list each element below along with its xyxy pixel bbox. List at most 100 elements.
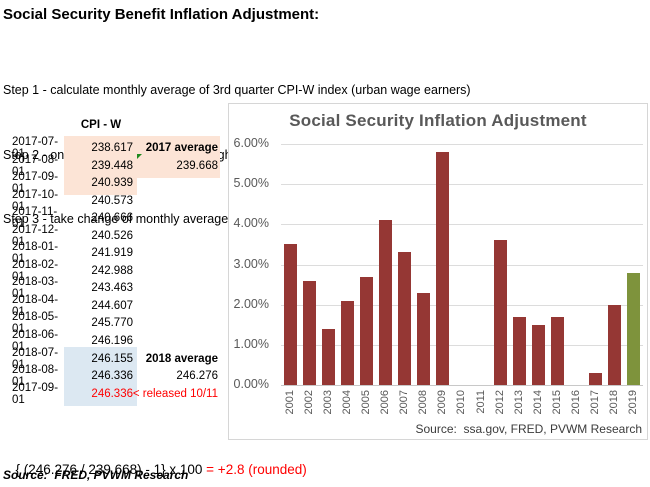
table-row: 2017-10-01 240.573	[8, 189, 220, 213]
x-axis-tick-label: 2012	[493, 390, 506, 415]
x-axis-tick-label: 2003	[322, 390, 335, 415]
x-axis-tick-label: 2017	[588, 390, 601, 415]
cell-note: 2018 average	[145, 352, 218, 365]
cell-note: 239.668	[137, 153, 220, 178]
bar-2005	[360, 276, 374, 385]
bar-2008	[417, 292, 431, 385]
table-row: 2018-07-01 246.155 2018 average	[8, 346, 220, 371]
cell-cpi-value: 240.939	[64, 171, 137, 196]
table-row: 2018-08-01 246.336 246.276	[8, 364, 220, 389]
x-axis-tick-label: 2013	[512, 390, 525, 415]
formula-result: = +2.8 (rounded)	[206, 462, 307, 477]
bar-2015	[550, 316, 564, 385]
cola-formula: { (246.276 / 239.668) - 1} x 100 = +2.8 …	[8, 447, 307, 477]
table-row: 2017-08-01 239.448 239.668	[8, 153, 220, 178]
gridline	[281, 264, 643, 266]
bar-2002	[303, 280, 317, 385]
cell-date: 2018-08-01	[12, 364, 59, 389]
table-row: 2018-03-01 243.463	[8, 276, 220, 300]
cell-cpi-value: 240.526	[91, 229, 133, 242]
x-axis-tick-label: 2010	[455, 390, 468, 415]
gridline	[281, 144, 643, 145]
bar-2006	[379, 220, 393, 385]
y-axis-tick-label: 6.00%	[233, 136, 269, 150]
cell-note: 246.276	[176, 370, 218, 383]
cell-cpi-value: 244.607	[91, 299, 133, 312]
bar-2018	[607, 304, 621, 385]
cell-cpi-value: 240.666	[91, 212, 133, 225]
x-axis-tick-label: 2019	[626, 390, 639, 415]
x-axis-tick-label: 2002	[303, 390, 316, 415]
gridline	[281, 385, 643, 386]
table-row: 2017-07-01 238.617 2017 average	[8, 136, 220, 160]
cell-date: 2018-02-01	[12, 258, 59, 283]
x-axis-tick-label: 2011	[474, 390, 487, 414]
x-axis-tick-label: 2018	[607, 390, 620, 415]
cpi-w-column-header: CPI - W	[80, 119, 122, 131]
cell-cpi-value: 243.463	[91, 282, 133, 295]
x-axis-tick-label: 2015	[550, 390, 563, 415]
x-axis-tick-label: 2009	[436, 390, 449, 415]
table-row: 2017-11-01 240.666	[8, 206, 220, 230]
bar-2004	[341, 300, 355, 385]
step-1-text: Step 1 - calculate monthly average of 3r…	[3, 83, 471, 97]
chart-plot-area	[281, 144, 643, 386]
cell-date: 2018-04-01	[12, 293, 59, 318]
table-row: 2017-12-01 240.526	[8, 224, 220, 248]
cell-date: 2017-11-01	[12, 206, 58, 231]
bar-2014	[531, 324, 545, 385]
cell-date: 2018-05-01	[12, 311, 59, 336]
bar-2001	[284, 244, 298, 385]
cell-flag-icon	[137, 153, 142, 159]
cell-cpi-value: 245.770	[91, 317, 133, 330]
cell-cpi-value: 246.336	[64, 381, 137, 406]
inflation-adjustment-chart: Social Security Inflation Adjustment 0.0…	[228, 103, 648, 440]
formula-expression: { (246.276 / 239.668) - 1} x 100	[15, 462, 207, 477]
table-row: 2018-01-01 241.919	[8, 241, 220, 265]
gridline	[281, 304, 643, 306]
y-axis-tick-label: 2.00%	[233, 296, 269, 311]
gridline	[281, 224, 643, 226]
bar-2012	[493, 240, 507, 385]
cell-cpi-value: 241.919	[91, 247, 133, 260]
table-row: 2017-09-01 246.336 < released 10/11	[8, 381, 220, 406]
x-axis-tick-label: 2005	[360, 390, 373, 415]
cell-date: 2018-03-01	[12, 276, 59, 301]
table-row: 2018-05-01 245.770	[8, 311, 220, 335]
y-axis-tick-label: 1.00%	[233, 336, 269, 351]
bar-2013	[512, 316, 526, 385]
cell-date: 2017-09-01	[12, 381, 59, 406]
cell-date: 2018-01-01	[12, 241, 59, 266]
cell-cpi-value: 246.196	[91, 335, 133, 348]
x-axis-tick-label: 2004	[341, 390, 354, 415]
page-title: Social Security Benefit Inflation Adjust…	[3, 6, 320, 23]
bar-2017	[588, 372, 602, 385]
bar-2009	[436, 152, 450, 385]
y-axis-tick-label: 0.00%	[233, 377, 269, 391]
table-row: 2018-06-01 246.196	[8, 329, 220, 353]
cell-date: 2017-12-01	[12, 223, 59, 248]
bar-2007	[398, 252, 412, 385]
cell-date: 2017-08-01	[12, 153, 59, 178]
y-axis-tick-label: 5.00%	[233, 176, 269, 191]
x-axis-tick-label: 2007	[398, 390, 411, 415]
cell-date: 2017-07-01	[12, 136, 59, 160]
x-axis-tick-label: 2016	[569, 390, 582, 415]
bar-2003	[322, 328, 336, 385]
document-source-text: Source: FRED, PVWM Research	[3, 468, 189, 482]
x-axis-tick-label: 2008	[417, 390, 430, 415]
table-row: 2017-09-01 240.939	[8, 171, 220, 196]
y-axis-tick-label: 3.00%	[233, 256, 269, 271]
gridline	[281, 344, 643, 346]
gridline	[281, 184, 643, 186]
chart-source-text: Source: ssa.gov, FRED, PVWM Research	[415, 422, 642, 436]
cpi-w-table: CPI - W 2017-07-01 238.617 2017 average 201…	[8, 119, 220, 406]
cell-date: 2018-07-01	[12, 346, 59, 371]
x-axis-tick-label: 2006	[379, 390, 392, 415]
x-axis-tick-label: 2014	[531, 390, 544, 415]
cell-date: 2017-10-01	[12, 188, 59, 213]
chart-title: Social Security Inflation Adjustment	[289, 111, 587, 130]
cpi-w-table-rows: 2017-07-01 238.617 2017 average 2017-08-01 2…	[8, 136, 220, 406]
x-axis-tick-label: 2001	[284, 390, 297, 415]
cell-cpi-value: 240.573	[91, 194, 133, 207]
